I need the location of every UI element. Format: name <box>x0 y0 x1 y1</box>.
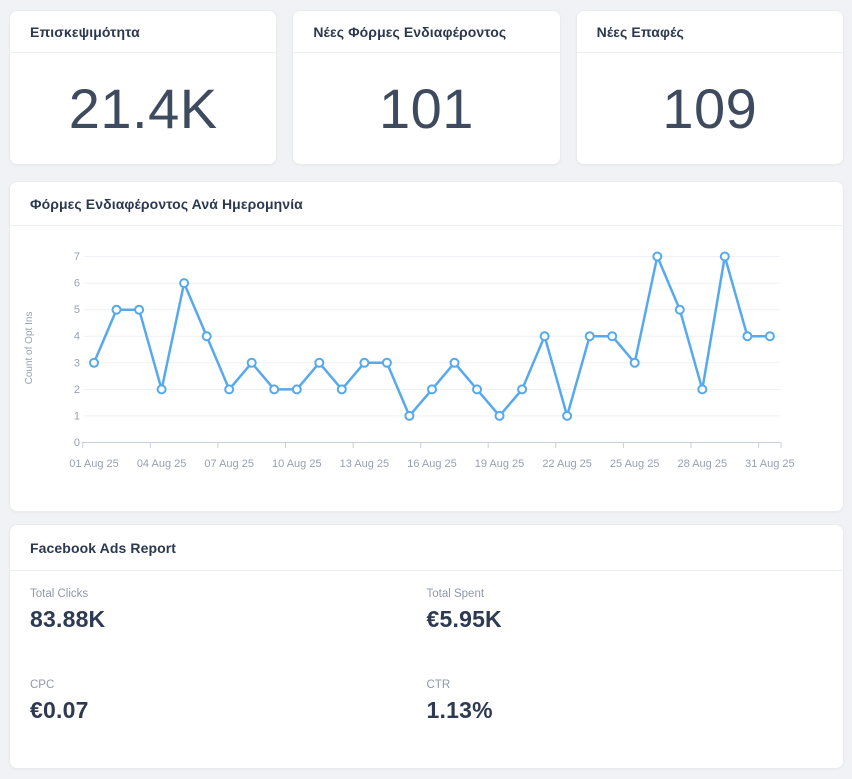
kpi-card-new-contacts-title: Νέες Επαφές <box>596 23 684 40</box>
svg-text:01 Aug 25: 01 Aug 25 <box>69 458 119 470</box>
svg-text:16 Aug 25: 16 Aug 25 <box>407 458 457 470</box>
svg-text:1: 1 <box>74 410 80 422</box>
metric-ctr: CTR 1.13% <box>427 679 824 724</box>
metric-total-spent-value: €5.95K <box>426 606 502 632</box>
facebook-ads-metrics: Total Clicks 83.88K Total Spent €5.95K C… <box>10 571 843 741</box>
kpi-card-new-opt-in-forms-header: Νέες Φόρμες Ενδιαφέροντος <box>293 11 560 53</box>
kpi-card-new-contacts-body: 109 <box>577 53 843 164</box>
svg-text:19 Aug 25: 19 Aug 25 <box>475 458 525 470</box>
svg-text:13 Aug 25: 13 Aug 25 <box>340 458 390 470</box>
kpi-card-new-opt-in-forms-body: 101 <box>293 53 559 164</box>
opt-in-forms-by-date-card: Φόρμες Ενδιαφέροντος Ανά Ημερομηνία 0 1 2 3… <box>9 181 844 512</box>
facebook-ads-report-header: Facebook Ads Report <box>10 525 843 571</box>
metric-total-clicks-label: Total Clicks <box>30 588 89 600</box>
svg-text:2: 2 <box>74 384 80 396</box>
svg-text:4: 4 <box>74 331 80 343</box>
kpi-card-new-opt-in-forms-title: Νέες Φόρμες Ενδιαφέροντος <box>313 23 507 40</box>
kpi-card-new-opt-in-forms: Νέες Φόρμες Ενδιαφέροντος 101 <box>292 10 561 165</box>
svg-text:10 Aug 25: 10 Aug 25 <box>272 458 322 470</box>
svg-text:Count of Opt Ins: Count of Opt Ins <box>24 312 35 385</box>
metric-cpc-value: €0.07 <box>30 697 89 723</box>
chart-body: 0 1 2 3 4 5 6 7 Count of Opt Ins 01 Aug 25 04 Aug … <box>10 226 843 511</box>
metric-total-spent: Total Spent €5.95K <box>427 588 824 633</box>
kpi-card-new-opt-in-forms-value: 101 <box>379 77 474 140</box>
svg-text:07 Aug 25: 07 Aug 25 <box>204 458 254 470</box>
svg-text:25 Aug 25: 25 Aug 25 <box>610 458 660 470</box>
svg-text:28 Aug 25: 28 Aug 25 <box>678 458 728 470</box>
opt-in-forms-by-date-title: Φόρμες Ενδιαφέροντος Ανά Ημερομηνία <box>30 195 303 212</box>
metric-ctr-label: CTR <box>426 679 451 691</box>
svg-text:7: 7 <box>74 251 80 263</box>
metric-cpc-label: CPC <box>30 679 55 691</box>
metric-total-clicks: Total Clicks 83.88K <box>30 588 427 633</box>
svg-text:6: 6 <box>74 278 80 290</box>
facebook-ads-report-title: Facebook Ads Report <box>30 539 177 556</box>
kpi-card-visits: Επισκεψιμότητα 21.4K <box>9 10 278 165</box>
metric-total-clicks-value: 83.88K <box>30 606 106 632</box>
opt-ins-line-chart[interactable]: 0 1 2 3 4 5 6 7 Count of Opt Ins 01 Aug 25 04 Aug … <box>10 226 843 511</box>
kpi-card-new-contacts-header: Νέες Επαφές <box>576 11 843 53</box>
kpi-card-new-contacts-value: 109 <box>662 77 758 140</box>
metric-total-spent-label: Total Spent <box>426 588 485 600</box>
svg-text:22 Aug 25: 22 Aug 25 <box>542 458 592 470</box>
opt-in-forms-by-date-header: Φόρμες Ενδιαφέροντος Ανά Ημερομηνία <box>10 182 843 226</box>
metric-cpc: CPC €0.07 <box>30 679 427 724</box>
svg-text:3: 3 <box>74 357 80 369</box>
svg-text:04 Aug 25: 04 Aug 25 <box>137 458 187 470</box>
kpi-card-new-contacts: Νέες Επαφές 109 <box>575 10 844 165</box>
svg-text:0: 0 <box>74 437 80 449</box>
kpi-row: Επισκεψιμότητα 21.4K Νέες Φόρμες Ενδιαφέ… <box>9 10 844 165</box>
kpi-card-visits-title: Επισκεψιμότητα <box>30 23 140 40</box>
kpi-card-visits-value: 21.4K <box>68 77 218 140</box>
kpi-card-visits-body: 21.4K <box>10 53 276 164</box>
svg-text:31 Aug 25: 31 Aug 25 <box>745 458 795 470</box>
metric-ctr-value: 1.13% <box>426 697 493 723</box>
svg-text:5: 5 <box>74 304 80 316</box>
facebook-ads-report-card: Facebook Ads Report Total Clicks 83.88K … <box>9 524 844 769</box>
kpi-card-visits-header: Επισκεψιμότητα <box>10 11 277 53</box>
